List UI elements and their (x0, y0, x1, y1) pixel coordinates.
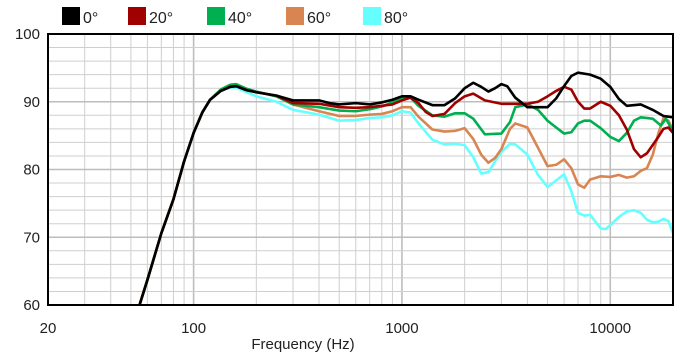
x-tick-label: 20 (40, 320, 57, 337)
x-tick-label: 100 (181, 320, 206, 337)
legend-label: 0° (83, 10, 98, 27)
y-tick-label: 100 (15, 26, 40, 43)
legend-swatch (363, 7, 381, 25)
legend-item: 60° (286, 7, 331, 27)
x-tick-label: 1000 (385, 320, 418, 337)
chart-grid (48, 34, 673, 305)
legend-label: 40° (228, 10, 252, 27)
series-line-0deg (138, 71, 673, 305)
legend-swatch (128, 7, 146, 25)
legend: 0° 20° 40° 60° 80° (62, 7, 408, 27)
legend-item: 0° (62, 7, 98, 27)
y-tick-label: 60 (23, 297, 40, 314)
legend-item: 80° (363, 7, 408, 27)
legend-item: 40° (207, 7, 252, 27)
y-tick-label: 70 (23, 229, 40, 246)
x-axis-ticks: 20 100 1000 10000 (40, 320, 631, 337)
x-tick-label: 10000 (589, 320, 631, 337)
x-axis-title: Frequency (Hz) (251, 336, 354, 353)
legend-label: 20° (149, 10, 173, 27)
series-layer (138, 71, 673, 305)
legend-item: 20° (128, 7, 173, 27)
legend-swatch (207, 7, 225, 25)
legend-label: 60° (307, 10, 331, 27)
series-line-60deg (138, 82, 673, 305)
y-tick-label: 90 (23, 94, 40, 111)
legend-label: 80° (384, 10, 408, 27)
legend-swatch (62, 7, 80, 25)
series-line-20deg (138, 84, 673, 305)
plot-frame (47, 33, 674, 306)
legend-swatch (286, 7, 304, 25)
series-line-40deg (138, 82, 673, 305)
y-tick-label: 80 (23, 162, 40, 179)
y-axis-ticks: 60 70 80 90 100 (15, 26, 40, 314)
